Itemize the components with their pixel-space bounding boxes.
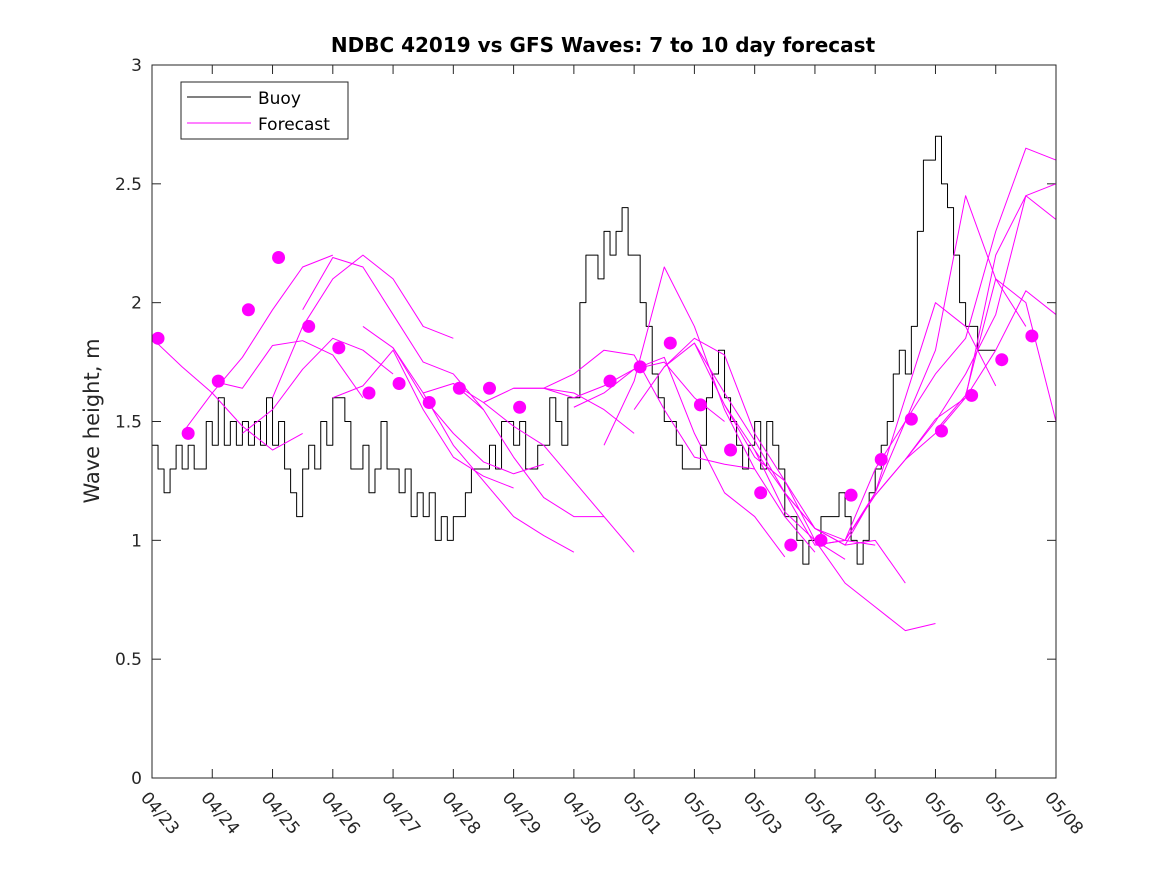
- forecast-marker-point: [784, 538, 798, 552]
- forecast-marker-point: [663, 336, 677, 350]
- forecast-series-line: [332, 349, 514, 489]
- forecast-marker-point: [934, 424, 948, 438]
- forecast-series-line: [151, 337, 303, 451]
- forecast-marker-point: [513, 400, 527, 414]
- y-tick-label: 2.5: [115, 175, 142, 195]
- forecast-series-line: [633, 337, 846, 560]
- forecast-series-line: [693, 342, 906, 584]
- forecast-series-line: [212, 340, 364, 399]
- forecast-marker-point: [603, 374, 617, 388]
- chart-title: NDBC 42019 vs GFS Waves: 7 to 10 day for…: [331, 33, 876, 57]
- y-tick-label: 0: [131, 769, 142, 789]
- legend-label-buoy: Buoy: [258, 89, 301, 109]
- forecast-series-line: [302, 257, 484, 410]
- plot-frame: [151, 64, 1057, 779]
- forecast-series-line: [935, 278, 1057, 432]
- legend: Buoy Forecast: [180, 81, 349, 140]
- y-axis-label: Wave height, m: [80, 338, 104, 503]
- forecast-marker-point: [814, 533, 828, 547]
- marker-layer: [151, 251, 1039, 552]
- forecast-marker-point: [844, 488, 858, 502]
- forecast-marker-point: [302, 319, 316, 333]
- forecast-marker-point: [151, 331, 165, 345]
- forecast-marker-point: [965, 388, 979, 402]
- forecast-series-line: [483, 387, 635, 434]
- forecast-series-line: [242, 337, 394, 434]
- forecast-marker-point: [211, 374, 225, 388]
- y-tick-label: 1.5: [115, 413, 142, 433]
- y-tick-label: 3: [131, 56, 142, 76]
- forecast-marker-point: [332, 341, 346, 355]
- forecast-marker-point: [181, 426, 195, 440]
- forecast-marker-point: [693, 398, 707, 412]
- forecast-marker-point: [452, 381, 466, 395]
- forecast-marker-point: [272, 251, 286, 265]
- forecast-series-line: [663, 342, 876, 546]
- forecast-series-line: [573, 356, 786, 558]
- forecast-marker-point: [633, 360, 647, 374]
- forecast-marker-point: [362, 386, 376, 400]
- plot-area: [152, 65, 1056, 778]
- forecast-marker-point: [1025, 329, 1039, 343]
- forecast-series-line: [543, 349, 755, 470]
- forecast-marker-point: [995, 353, 1009, 367]
- forecast-series-line: [724, 404, 936, 632]
- y-tick-label: 0.5: [115, 650, 142, 670]
- y-tick-label: 1: [131, 531, 142, 551]
- forecast-marker-point: [482, 381, 496, 395]
- legend-label-forecast: Forecast: [258, 115, 330, 135]
- forecast-marker-point: [392, 376, 406, 390]
- forecast-marker-point: [241, 303, 255, 317]
- buoy-series-line: [152, 135, 996, 565]
- forecast-marker-point: [422, 395, 436, 409]
- legend-box: [180, 81, 349, 140]
- y-tick-label: 2: [131, 294, 142, 314]
- forecast-marker-point: [874, 453, 888, 467]
- forecast-series-line: [904, 195, 1057, 460]
- forecast-series-line: [181, 254, 333, 434]
- forecast-marker-point: [904, 412, 918, 426]
- forecast-marker-point: [724, 443, 738, 457]
- forecast-series-line: [513, 361, 725, 422]
- forecast-marker-point: [754, 486, 768, 500]
